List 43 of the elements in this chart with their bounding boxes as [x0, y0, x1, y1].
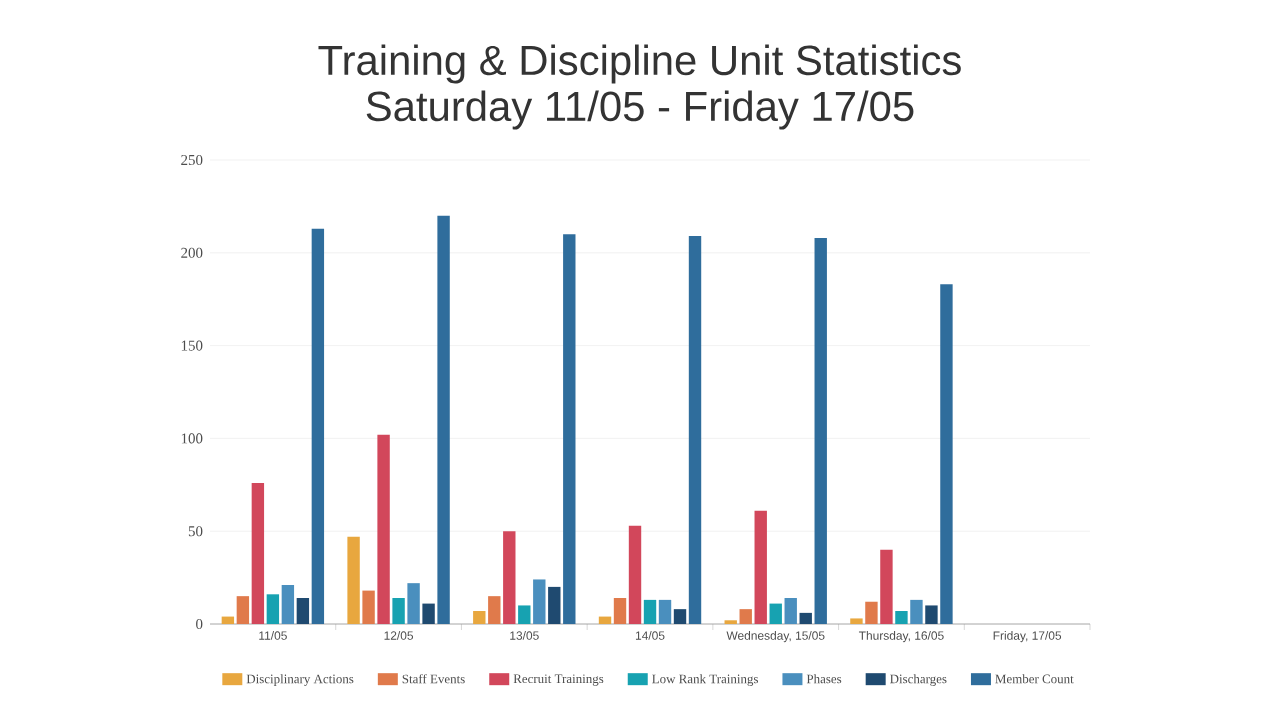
- bar: [362, 590, 375, 624]
- bar: [865, 601, 878, 624]
- bar: [437, 215, 450, 624]
- bar: [503, 531, 516, 624]
- bar: [518, 605, 531, 624]
- bar: [895, 611, 908, 624]
- bar: [236, 596, 250, 624]
- bar: [473, 611, 486, 624]
- bar: [221, 616, 235, 624]
- bar: [850, 618, 863, 624]
- bar: [266, 594, 280, 624]
- bar: [940, 284, 953, 624]
- bar: [754, 510, 767, 624]
- bar: [658, 599, 672, 624]
- chart-subtitle: Saturday 11/05 - Friday 17/05: [366, 90, 914, 130]
- bar: [643, 599, 657, 624]
- bar: [311, 228, 325, 624]
- bar: [281, 585, 295, 624]
- bar: [407, 583, 420, 624]
- bar: [799, 612, 812, 624]
- bar: [673, 609, 687, 624]
- bar: [925, 605, 938, 624]
- bar: [533, 579, 546, 624]
- bar: [688, 236, 702, 624]
- bar: [613, 598, 627, 624]
- bar: [392, 598, 405, 624]
- bar: [814, 237, 827, 624]
- bar: [739, 609, 752, 624]
- bar: [598, 616, 612, 624]
- bar: [251, 482, 265, 624]
- bar: [548, 586, 561, 624]
- bar: [488, 596, 501, 624]
- bar: [910, 599, 923, 624]
- bar: [769, 603, 782, 624]
- bar: [347, 536, 360, 624]
- bar: [880, 549, 893, 624]
- bar: [296, 598, 310, 624]
- bar: [563, 234, 576, 624]
- bar: [784, 598, 797, 624]
- bar: [628, 525, 642, 624]
- bar: [422, 603, 435, 624]
- bar: [377, 434, 390, 624]
- chart-title: Training & Discipline Unit Statistics: [318, 44, 961, 84]
